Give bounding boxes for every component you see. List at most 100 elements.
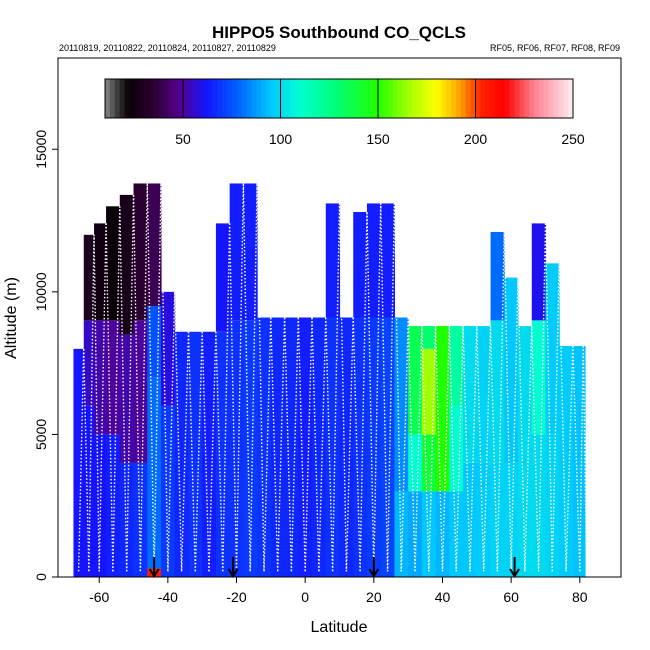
heatmap-cell <box>366 317 382 577</box>
heatmap-cell <box>449 326 464 406</box>
heatmap-cell <box>435 326 450 406</box>
colorbar-cell <box>417 79 423 118</box>
colorbar-cell <box>192 79 199 118</box>
heatmap-cell <box>133 462 148 577</box>
colorbar-cell <box>475 79 481 118</box>
colorbar-cell <box>119 79 126 118</box>
heatmap-cell <box>353 317 368 577</box>
y-tick-label: 0 <box>33 573 49 581</box>
heatmap-cell <box>106 434 121 577</box>
chart-title: HIPPO5 Southbound CO_QCLS <box>212 23 466 42</box>
colorbar-cell <box>163 79 169 118</box>
flight-track-segment <box>304 317 313 572</box>
colorbar-cell <box>412 79 418 118</box>
colorbar-cell <box>378 79 384 118</box>
flight-track-segment <box>93 234 100 572</box>
x-axis-title: Latitude <box>311 619 368 636</box>
heatmap-cell <box>243 183 258 321</box>
flight-track-segment <box>194 331 203 572</box>
flight-track-segment <box>325 317 334 572</box>
colorbar-cell <box>568 79 574 118</box>
heatmap-cell <box>490 231 505 321</box>
flight-track-segment <box>256 183 265 572</box>
colorbar-cell <box>212 79 218 118</box>
colorbar-cell <box>339 79 345 118</box>
flight-track-segment <box>215 331 224 572</box>
flight-track-segment <box>572 345 581 572</box>
chart-subtitle-flights: RF05, RF06, RF07, RF08, RF09 <box>490 43 620 53</box>
colorbar-cell <box>343 79 350 118</box>
heatmap-cell <box>133 320 148 463</box>
colorbar-cell <box>324 79 330 118</box>
heatmap-cell <box>435 491 450 577</box>
heatmap-cell <box>229 183 244 321</box>
colorbar-tick-label: 250 <box>561 131 585 147</box>
colorbar-cell <box>465 79 472 118</box>
colorbar-cell <box>109 79 116 118</box>
colorbar-cell <box>197 79 204 118</box>
colorbar-cell <box>290 79 296 118</box>
colorbar-cell <box>402 79 408 118</box>
flight-track-segment <box>311 317 320 572</box>
heatmap-cell <box>394 491 409 577</box>
colorbar-cell <box>173 79 179 118</box>
y-axis-title: Altitude (m) <box>3 277 20 359</box>
flight-track-segment <box>180 331 190 572</box>
heatmap-cell <box>531 434 547 577</box>
heatmap-cell <box>83 234 95 321</box>
colorbar-cell <box>538 79 545 118</box>
flight-track-segment <box>469 326 478 572</box>
x-axis: -60 -40 -20 0 20 40 60 80 <box>89 577 588 605</box>
heatmap-cell <box>215 223 231 332</box>
flight-track-segment <box>434 326 444 572</box>
heatmap-cell <box>119 194 135 335</box>
colorbar-cell <box>168 79 174 118</box>
flight-track-segment <box>277 317 286 572</box>
colorbar-cell <box>300 79 306 118</box>
colorbar-cell <box>529 79 535 118</box>
heatmap-cell <box>106 320 121 435</box>
plot-frame <box>57 57 622 578</box>
colorbar-cell <box>139 79 145 118</box>
colorbar-cell <box>134 79 140 118</box>
colorbar-cell <box>275 79 282 118</box>
heatmap-cell <box>83 405 95 577</box>
colorbar-tick-label: 150 <box>366 131 390 147</box>
heatmap-cell <box>408 434 423 492</box>
flight-track-segment <box>421 326 430 572</box>
heatmap-cell <box>94 223 107 321</box>
colorbar-cell <box>485 79 491 118</box>
colorbar-cell <box>295 79 301 118</box>
colorbar-cell <box>460 79 467 118</box>
colorbar-cell <box>265 79 272 118</box>
x-tick-label: -60 <box>89 589 109 605</box>
colorbar-cell <box>105 79 111 118</box>
heatmap-cell <box>449 491 464 577</box>
heatmap-cell <box>545 263 560 435</box>
colorbar-cell <box>304 79 311 118</box>
flight-track-segment <box>242 183 251 572</box>
colorbar-cell <box>236 79 243 118</box>
flight-track-segment <box>345 317 354 572</box>
heatmap-cell <box>106 206 121 321</box>
heatmap-cell <box>353 211 368 318</box>
colorbar-cell <box>314 79 321 118</box>
colorbar-tick-label: 50 <box>175 131 191 147</box>
flight-track-segment <box>579 345 584 572</box>
colorbar-cell <box>207 79 213 118</box>
flight-track-segment <box>489 326 499 572</box>
flight-marker-arrow <box>509 557 520 578</box>
flight-track-segment <box>462 326 471 572</box>
flight-track-segment <box>414 326 423 572</box>
colorbar-cell <box>348 79 355 118</box>
x-tick-label: 60 <box>503 589 519 605</box>
flight-track-segment <box>352 317 361 572</box>
colorbar-cell <box>504 79 511 118</box>
colorbar-cell <box>407 79 413 118</box>
flight-track-segment <box>263 317 272 572</box>
heatmap-cell <box>94 320 107 435</box>
colorbar-cell <box>202 79 208 118</box>
flight-track-segment <box>167 291 176 572</box>
colorbar-cell <box>499 79 506 118</box>
colorbar-cell <box>558 79 564 118</box>
